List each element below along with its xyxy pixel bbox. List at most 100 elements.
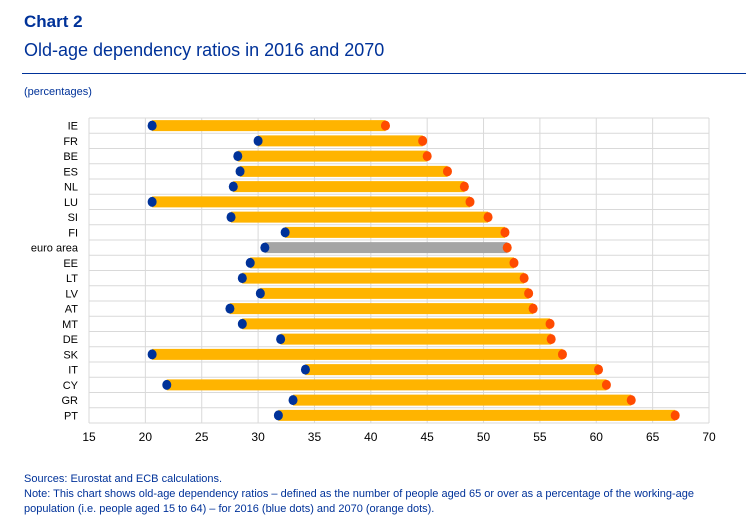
dot-2070 xyxy=(524,288,534,299)
note-text: Note: This chart shows old-age dependenc… xyxy=(24,488,695,515)
x-tick-label: 65 xyxy=(646,430,660,444)
range-bar xyxy=(293,394,632,406)
range-bar xyxy=(278,409,676,421)
range-bar xyxy=(152,196,471,208)
category-label: SK xyxy=(63,349,78,361)
x-tick-label: 25 xyxy=(195,430,209,444)
dot-2016 xyxy=(237,318,247,329)
dot-2070 xyxy=(380,120,390,131)
dot-2016 xyxy=(288,395,298,406)
dot-2070 xyxy=(545,318,555,329)
dot-2070 xyxy=(483,212,493,223)
dot-2070 xyxy=(509,257,519,268)
x-tick-label: 50 xyxy=(477,430,491,444)
dot-2016 xyxy=(245,257,255,268)
dot-2070 xyxy=(546,334,556,345)
category-label: IE xyxy=(68,121,78,133)
x-tick-label: 30 xyxy=(251,430,265,444)
category-label: ES xyxy=(63,166,78,178)
range-bar xyxy=(240,165,448,177)
range-bar xyxy=(229,303,534,315)
category-label: IT xyxy=(68,365,78,377)
dot-2016 xyxy=(276,334,286,345)
dot-2070 xyxy=(500,227,510,238)
category-label: EE xyxy=(63,258,78,270)
dot-2016 xyxy=(255,288,265,299)
dot-2016 xyxy=(147,349,157,360)
category-label: FR xyxy=(63,136,78,148)
dot-2016 xyxy=(226,212,236,223)
unit-label: (percentages) xyxy=(24,86,92,98)
category-label: BE xyxy=(63,151,78,163)
dot-2070 xyxy=(519,273,529,284)
category-label: LV xyxy=(65,288,78,300)
range-bar xyxy=(166,379,607,391)
range-bar xyxy=(231,211,489,223)
dot-2016 xyxy=(147,196,157,207)
range-bar xyxy=(250,257,514,269)
dot-2070 xyxy=(670,410,680,421)
dot-2016 xyxy=(162,379,172,390)
x-tick-label: 60 xyxy=(590,430,604,444)
dumbbell-chart: 15 20 25 30 35 40 45 50 55 60 65 70 IE FR BE ES NL LU SI FI… xyxy=(31,117,716,444)
category-label: LT xyxy=(66,273,78,285)
dot-2070 xyxy=(502,242,512,253)
dot-2016 xyxy=(253,135,263,146)
chart-subtitle: Old-age dependency ratios in 2016 and 20… xyxy=(24,40,385,60)
dot-2070 xyxy=(601,379,611,390)
category-label: PT xyxy=(64,410,78,422)
dot-2016 xyxy=(147,120,157,131)
category-label: FI xyxy=(68,227,78,239)
range-bar xyxy=(237,150,428,162)
category-label: GR xyxy=(62,395,79,407)
divider xyxy=(22,73,746,74)
range-bar xyxy=(258,135,423,147)
range-bar xyxy=(305,364,599,376)
dot-2070 xyxy=(422,151,432,162)
dot-2016 xyxy=(233,151,243,162)
category-label: LU xyxy=(64,197,78,209)
dot-2070 xyxy=(442,166,452,177)
dot-2070 xyxy=(459,181,469,192)
range-bar xyxy=(285,226,505,238)
dot-2070 xyxy=(626,395,636,406)
range-bar xyxy=(152,348,563,360)
range-bar xyxy=(242,272,525,284)
dot-2016 xyxy=(260,242,270,253)
x-tick-label: 45 xyxy=(421,430,435,444)
category-label: NL xyxy=(64,182,78,194)
dot-2016 xyxy=(235,166,245,177)
x-tick-label: 15 xyxy=(82,430,96,444)
dot-2070 xyxy=(528,303,538,314)
category-label: CY xyxy=(63,380,79,392)
dot-2016 xyxy=(273,410,283,421)
dot-2016 xyxy=(300,364,310,375)
footnotes: Sources: Eurostat and ECB calculations. … xyxy=(24,472,724,517)
dot-2016 xyxy=(228,181,238,192)
category-label: MT xyxy=(62,319,78,331)
category-label: SI xyxy=(68,212,78,224)
x-tick-label: 35 xyxy=(308,430,322,444)
x-tick-label: 20 xyxy=(139,430,153,444)
chart-title: Chart 2 xyxy=(24,12,83,31)
dot-2070 xyxy=(418,135,428,146)
range-bar xyxy=(264,242,508,254)
dot-2016 xyxy=(237,273,247,284)
dot-2070 xyxy=(594,364,604,375)
dot-2070 xyxy=(465,196,475,207)
dot-2016 xyxy=(280,227,290,238)
range-bar xyxy=(260,287,529,299)
range-bar xyxy=(233,181,465,193)
sources-text: Sources: Eurostat and ECB calculations. xyxy=(24,473,223,485)
dot-2016 xyxy=(225,303,235,314)
x-tick-label: 55 xyxy=(533,430,547,444)
category-label: DE xyxy=(63,334,78,346)
x-tick-label: 40 xyxy=(364,430,378,444)
x-tick-label: 70 xyxy=(702,430,716,444)
range-bar xyxy=(280,333,552,345)
dot-2070 xyxy=(557,349,567,360)
category-label: AT xyxy=(65,304,79,316)
range-bar xyxy=(152,120,386,132)
category-label: euro area xyxy=(31,243,79,255)
range-bar xyxy=(242,318,551,330)
